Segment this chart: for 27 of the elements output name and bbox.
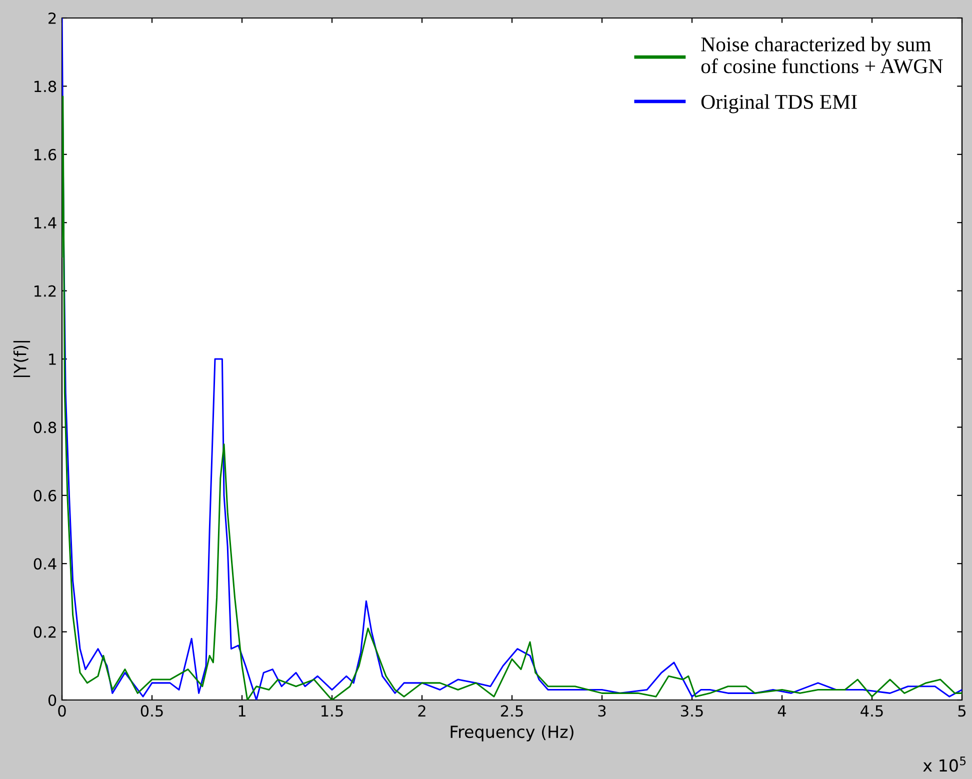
x-axis-title: Frequency (Hz) bbox=[450, 725, 574, 742]
text: x 10$^{5}$ bbox=[923, 756, 966, 772]
x-tick-label: 4.5 bbox=[860, 705, 883, 717]
y-tick-label: 0.6 bbox=[34, 490, 56, 502]
y-tick-label: 1 bbox=[49, 354, 56, 365]
x-tick-label: 4 bbox=[778, 705, 786, 716]
x-tick-label: 2.5 bbox=[500, 705, 523, 717]
y-tick-label: 0.4 bbox=[34, 558, 56, 570]
legend-label: Noise characterized by sum of cosine functions + AWGN bbox=[701, 36, 943, 74]
y-tick-label: 0.8 bbox=[34, 422, 56, 434]
x-tick-label: 0.5 bbox=[140, 705, 163, 717]
y-tick-label: 0 bbox=[48, 694, 56, 706]
y-tick-label: 1.4 bbox=[34, 217, 56, 228]
y-axis-title: |Y(f)| bbox=[13, 340, 30, 378]
x-tick-label: 3 bbox=[598, 705, 606, 717]
y-tick-label: 1.6 bbox=[34, 148, 56, 160]
x-tick-label: 3.5 bbox=[681, 705, 703, 717]
y-tick-label: 1.8 bbox=[34, 80, 56, 92]
legend-label: Original TDS EMI bbox=[701, 94, 857, 114]
x-tick-label: 2 bbox=[418, 705, 426, 716]
x-tick-label: 1 bbox=[238, 705, 246, 716]
y-tick-label: 1.2 bbox=[34, 285, 56, 297]
y-tick-label: 0.2 bbox=[34, 626, 56, 638]
y-tick-label: 2 bbox=[48, 12, 56, 24]
x-tick-label: 5 bbox=[958, 705, 966, 717]
x-tick-label: 1.5 bbox=[322, 705, 343, 717]
x-tick-label: 0 bbox=[58, 705, 66, 717]
